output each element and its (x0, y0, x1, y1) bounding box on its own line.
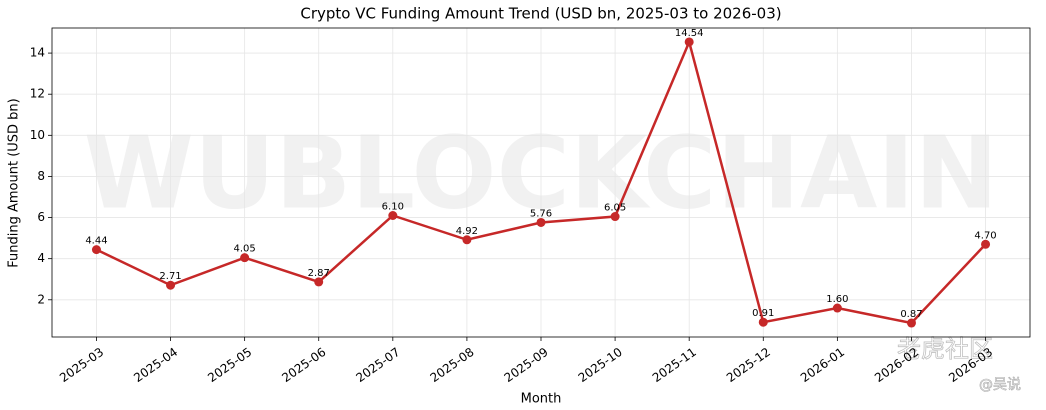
watermark: 老虎社区 (897, 335, 993, 363)
y-tick-label: 4 (37, 251, 45, 265)
point (758, 317, 768, 327)
data-label: 2.71 (159, 271, 181, 282)
point (462, 235, 472, 245)
y-tick-label: 14 (30, 46, 45, 60)
x-tick-label: 2025-11 (650, 345, 699, 385)
data-label: 1.60 (826, 294, 848, 305)
point (388, 210, 398, 220)
x-tick-label: 2025-06 (279, 345, 328, 385)
point (610, 212, 620, 222)
data-label: 4.44 (85, 236, 107, 247)
x-tick-label: 2025-07 (353, 345, 402, 385)
data-label: 4.92 (456, 226, 478, 237)
data-label: 2.87 (308, 268, 330, 279)
data-label: 14.54 (675, 28, 704, 39)
y-tick-label: 10 (30, 128, 45, 142)
x-axis-label: Month (521, 392, 562, 407)
x-tick-label: 2025-03 (57, 345, 106, 385)
point (166, 280, 176, 290)
x-tick-label: 2025-08 (428, 345, 477, 385)
x-tick-label: 2025-05 (205, 345, 254, 385)
data-label: 6.05 (604, 203, 626, 214)
y-tick-label: 8 (37, 169, 45, 183)
point (832, 303, 842, 313)
y-tick-label: 6 (37, 210, 45, 224)
data-label: 0.87 (900, 309, 922, 320)
x-tick-label: 2025-10 (576, 345, 625, 385)
x-tick-label: 2026-01 (798, 345, 847, 385)
point (684, 37, 694, 47)
y-tick-label: 2 (37, 292, 45, 306)
watermark: @吴说 (979, 377, 1021, 393)
point (240, 253, 250, 263)
point (314, 277, 324, 287)
data-label: 5.76 (530, 208, 552, 219)
data-label: 0.91 (752, 308, 774, 319)
chart-title: Crypto VC Funding Amount Trend (USD bn, … (300, 5, 781, 23)
y-axis-label: Funding Amount (USD bn) (7, 98, 22, 268)
data-label: 4.05 (234, 244, 256, 255)
point (91, 245, 101, 255)
point (536, 217, 546, 227)
data-label: 4.70 (974, 230, 996, 241)
y-tick-label: 12 (30, 87, 45, 101)
x-tick-label: 2025-09 (502, 345, 551, 385)
point (906, 318, 916, 328)
point (981, 239, 991, 249)
x-tick-label: 2025-12 (724, 345, 773, 385)
data-label: 6.10 (382, 201, 404, 212)
x-tick-label: 2025-04 (131, 345, 180, 385)
plot-frame (51, 27, 1031, 338)
